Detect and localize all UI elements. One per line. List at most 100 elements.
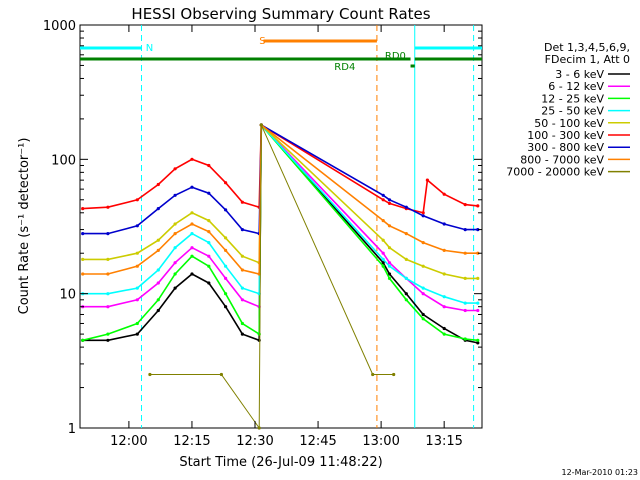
data-point — [257, 338, 261, 342]
data-point — [81, 257, 85, 261]
data-point — [371, 372, 375, 377]
chart-title: HESSI Observing Summary Count Rates — [131, 5, 430, 23]
series-line-300-800-kev — [82, 123, 478, 235]
data-point — [404, 205, 408, 209]
series-25-50-kev — [81, 122, 480, 305]
data-point — [106, 292, 110, 296]
data-point — [173, 246, 177, 250]
data-point — [190, 254, 194, 258]
series-line-50-100-kev — [82, 123, 478, 280]
data-point — [106, 205, 110, 209]
data-point — [240, 298, 244, 302]
data-point — [392, 372, 396, 377]
series-line-800-7000-kev — [82, 123, 478, 276]
data-point — [135, 264, 139, 268]
data-point — [156, 281, 160, 285]
legend: Det 1,3,4,5,6,9, FDecim 1, Att 0 3 - 6 k… — [506, 41, 630, 179]
series-7000-20000-kev — [148, 123, 396, 430]
annotation-rd0: RD0 — [385, 51, 406, 62]
data-point — [476, 251, 480, 255]
data-point — [476, 276, 480, 280]
data-point — [421, 312, 425, 317]
data-point — [156, 268, 160, 272]
data-point — [476, 341, 480, 345]
data-point — [442, 295, 446, 299]
data-point — [173, 272, 177, 276]
y-axis-label: Count Rate (s⁻¹ detector⁻¹) — [17, 138, 32, 315]
data-point — [207, 191, 211, 195]
data-point — [135, 321, 139, 326]
data-point — [190, 157, 194, 161]
data-point — [224, 276, 228, 280]
data-point — [257, 426, 261, 430]
data-point — [106, 305, 110, 309]
data-point — [404, 276, 408, 280]
data-point — [135, 251, 139, 255]
data-point — [421, 241, 425, 245]
data-point — [387, 261, 392, 265]
data-point — [190, 232, 194, 236]
data-point — [381, 264, 385, 268]
data-point — [207, 163, 211, 168]
data-point — [106, 338, 110, 342]
data-point — [381, 198, 385, 202]
data-point — [259, 123, 263, 127]
data-point — [240, 200, 244, 204]
data-point — [442, 272, 446, 276]
legend-header-line-2: FDecim 1, Att 0 — [545, 53, 630, 66]
legend-label-800-7000-kev: 800 - 7000 keV — [520, 153, 604, 166]
data-point — [224, 248, 228, 252]
series-100-300-kev — [81, 123, 480, 215]
y-tick-label: 100 — [51, 153, 76, 168]
data-point — [106, 257, 110, 261]
data-point — [404, 232, 408, 236]
data-point — [463, 308, 467, 313]
data-point — [106, 232, 110, 236]
data-point — [240, 321, 244, 326]
data-point — [463, 301, 467, 305]
annotation-s: S — [259, 36, 265, 47]
data-point — [240, 286, 244, 290]
data-point — [156, 298, 160, 302]
ticks-layer: 12:00 12:15 12:30 12:45 13:00 13:15 1 10 100 1000 — [43, 19, 482, 449]
data-point — [381, 261, 385, 265]
data-point — [81, 272, 85, 276]
data-point — [387, 272, 392, 276]
data-point — [381, 251, 385, 255]
y-tick-label: 1000 — [43, 19, 76, 34]
data-point — [421, 286, 425, 290]
data-point — [404, 298, 408, 302]
series-300-800-kev — [81, 123, 480, 236]
data-point — [387, 224, 392, 228]
data-point — [421, 214, 425, 218]
data-point — [219, 372, 223, 377]
data-point — [442, 305, 446, 309]
series-line-7000-20000-kev — [149, 124, 394, 430]
series-layer — [81, 122, 480, 430]
data-point — [476, 338, 480, 342]
data-point — [173, 222, 177, 226]
data-point — [387, 246, 392, 250]
data-point — [387, 198, 392, 202]
data-point — [190, 272, 194, 276]
data-point — [463, 337, 467, 341]
data-point — [173, 286, 177, 290]
data-point — [240, 268, 244, 272]
annotation-rd4: RD4 — [334, 62, 355, 73]
series-line-25-50-kev — [82, 122, 478, 304]
data-point — [463, 251, 467, 255]
series-6-12-kev — [81, 123, 480, 313]
y-tick-label: 10 — [59, 288, 76, 303]
data-point — [404, 257, 408, 261]
data-point — [156, 207, 160, 211]
legend-label-50-100-kev: 50 - 100 keV — [534, 117, 604, 130]
data-point — [240, 228, 244, 232]
legend-label-100-300-kev: 100 - 300 keV — [527, 129, 604, 142]
data-point — [442, 248, 446, 252]
data-point — [387, 264, 392, 268]
data-point — [173, 193, 177, 197]
data-point — [240, 254, 244, 258]
data-point — [387, 201, 392, 205]
